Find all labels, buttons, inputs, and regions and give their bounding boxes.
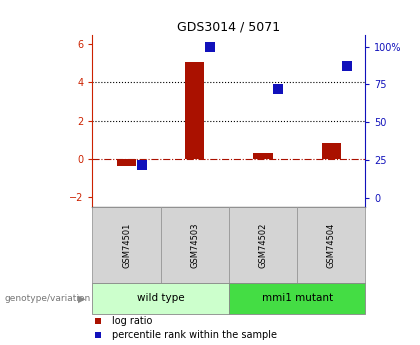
Bar <box>185 62 205 159</box>
Bar <box>229 283 365 314</box>
Text: GSM74504: GSM74504 <box>327 222 336 268</box>
Text: genotype/variation: genotype/variation <box>4 294 90 303</box>
Text: GSM74503: GSM74503 <box>190 222 199 268</box>
Bar <box>92 207 161 283</box>
Text: GSM74502: GSM74502 <box>259 222 268 268</box>
Text: wild type: wild type <box>137 294 184 303</box>
Point <box>94 332 101 337</box>
Bar <box>161 207 229 283</box>
Text: mmi1 mutant: mmi1 mutant <box>262 294 333 303</box>
Point <box>94 318 101 324</box>
Bar <box>92 283 229 314</box>
Point <box>139 162 145 167</box>
Text: percentile rank within the sample: percentile rank within the sample <box>112 330 276 339</box>
Point <box>207 44 213 49</box>
Bar <box>117 159 136 166</box>
Bar <box>229 207 297 283</box>
Title: GDS3014 / 5071: GDS3014 / 5071 <box>177 20 281 33</box>
Bar <box>322 143 341 159</box>
Point <box>343 63 350 69</box>
Bar <box>297 207 365 283</box>
Text: GSM74501: GSM74501 <box>122 222 131 268</box>
Text: ▶: ▶ <box>78 294 85 303</box>
Text: log ratio: log ratio <box>112 316 152 326</box>
Point <box>275 86 282 92</box>
Bar <box>254 153 273 159</box>
